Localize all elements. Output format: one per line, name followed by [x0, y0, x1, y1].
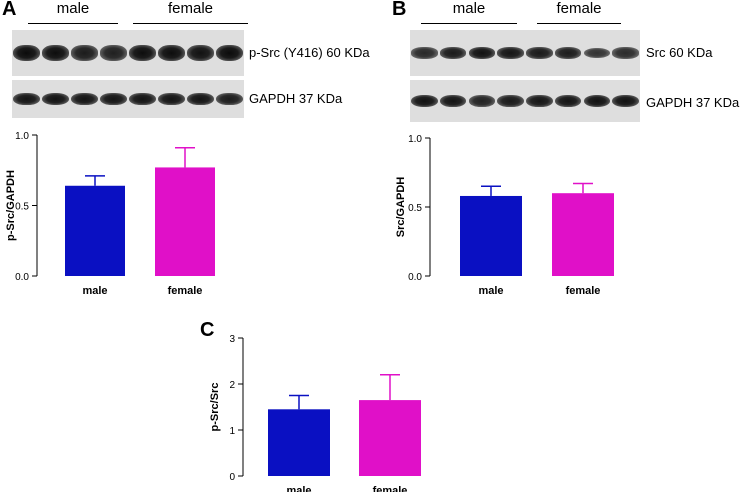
blot-band	[612, 94, 639, 108]
bar-male	[460, 195, 522, 276]
blot-band	[187, 92, 214, 106]
blot-band	[13, 45, 40, 61]
bar-female	[552, 193, 614, 276]
blot-band	[71, 45, 98, 61]
panel-letter-c: C	[200, 319, 215, 341]
blot-band	[216, 92, 243, 106]
blot-band	[158, 92, 185, 106]
bar-female	[155, 167, 215, 276]
blot-band	[158, 45, 185, 61]
bar-male	[268, 409, 330, 476]
group-label-female-a: female	[167, 0, 214, 17]
blot-band	[439, 47, 467, 59]
group-line-male-a	[28, 23, 118, 24]
y-axis-label: p-Src/Src	[209, 383, 221, 432]
blot-band	[526, 47, 553, 59]
blot-band	[13, 92, 40, 106]
group-line-male-b	[421, 23, 517, 24]
blot-band	[100, 45, 127, 61]
blot-band	[583, 94, 611, 108]
blot-band	[497, 94, 524, 108]
panel-letter-b: B	[392, 0, 407, 20]
blot-label-psrc: p-Src (Y416) 60 KDa	[249, 45, 370, 60]
blot-band	[468, 47, 496, 59]
y-tick-label: 0.5	[408, 203, 422, 214]
x-tick-label-male: male	[478, 285, 503, 297]
blot-band	[216, 45, 243, 61]
blot-band	[71, 92, 98, 106]
western-blot-gapdh-a	[12, 80, 244, 118]
panel-letter-a: A	[2, 0, 17, 20]
group-line-female-a	[133, 23, 248, 24]
blot-band	[411, 94, 438, 108]
blot-band	[439, 94, 467, 108]
blot-band	[554, 94, 582, 108]
blot-band	[468, 94, 496, 108]
group-line-female-b	[537, 23, 621, 24]
bar-chart-psrc-src: 0 1 2 3 p-Src/Src male female	[209, 334, 421, 492]
x-tick-label-female: female	[373, 485, 408, 492]
x-tick-label-male: male	[286, 485, 311, 492]
western-blot-psrc	[12, 30, 244, 76]
blot-band	[129, 92, 156, 106]
blot-band	[526, 94, 553, 108]
western-blot-src	[410, 30, 640, 76]
y-tick-label: 1.0	[15, 131, 29, 142]
y-tick-label: 2	[229, 380, 235, 391]
bar-chart-src-gapdh: 0.0 0.5 1.0 Src/GAPDH male female	[395, 134, 614, 297]
blot-band	[612, 47, 639, 59]
y-tick-label: 3	[229, 334, 235, 345]
y-tick-label: 0.0	[15, 272, 29, 283]
y-tick-label: 0.5	[15, 202, 29, 213]
y-tick-label: 0	[229, 472, 235, 483]
blot-band	[100, 92, 127, 106]
y-tick-label: 0.0	[408, 272, 422, 283]
blot-band	[411, 47, 438, 59]
blot-band	[42, 92, 69, 106]
blot-band	[187, 45, 214, 61]
bar-chart-psrc-gapdh: 0.0 0.5 1.0 p-Src/GAPDH male female	[5, 131, 215, 297]
x-tick-label-female: female	[566, 285, 601, 297]
blot-band	[42, 45, 69, 61]
blot-label-gapdh-a: GAPDH 37 KDa	[249, 91, 343, 106]
y-axis-label: p-Src/GAPDH	[5, 170, 17, 241]
group-label-male-a: male	[56, 0, 90, 17]
blot-band	[554, 47, 582, 59]
bar-female	[359, 400, 421, 476]
group-label-female-b: female	[556, 0, 602, 17]
x-tick-label-female: female	[168, 285, 203, 297]
y-axis-label: Src/GAPDH	[395, 177, 407, 238]
blot-label-gapdh-b: GAPDH 37 KDa	[646, 95, 740, 110]
western-blot-gapdh-b	[410, 80, 640, 122]
blot-band	[583, 47, 611, 59]
group-label-male-b: male	[452, 0, 486, 17]
y-tick-label: 1	[229, 426, 235, 437]
blot-band	[497, 47, 524, 59]
bar-male	[65, 185, 125, 276]
blot-band	[129, 45, 156, 61]
blot-label-src: Src 60 KDa	[646, 45, 713, 60]
y-tick-label: 1.0	[408, 134, 422, 145]
x-tick-label-male: male	[82, 285, 107, 297]
